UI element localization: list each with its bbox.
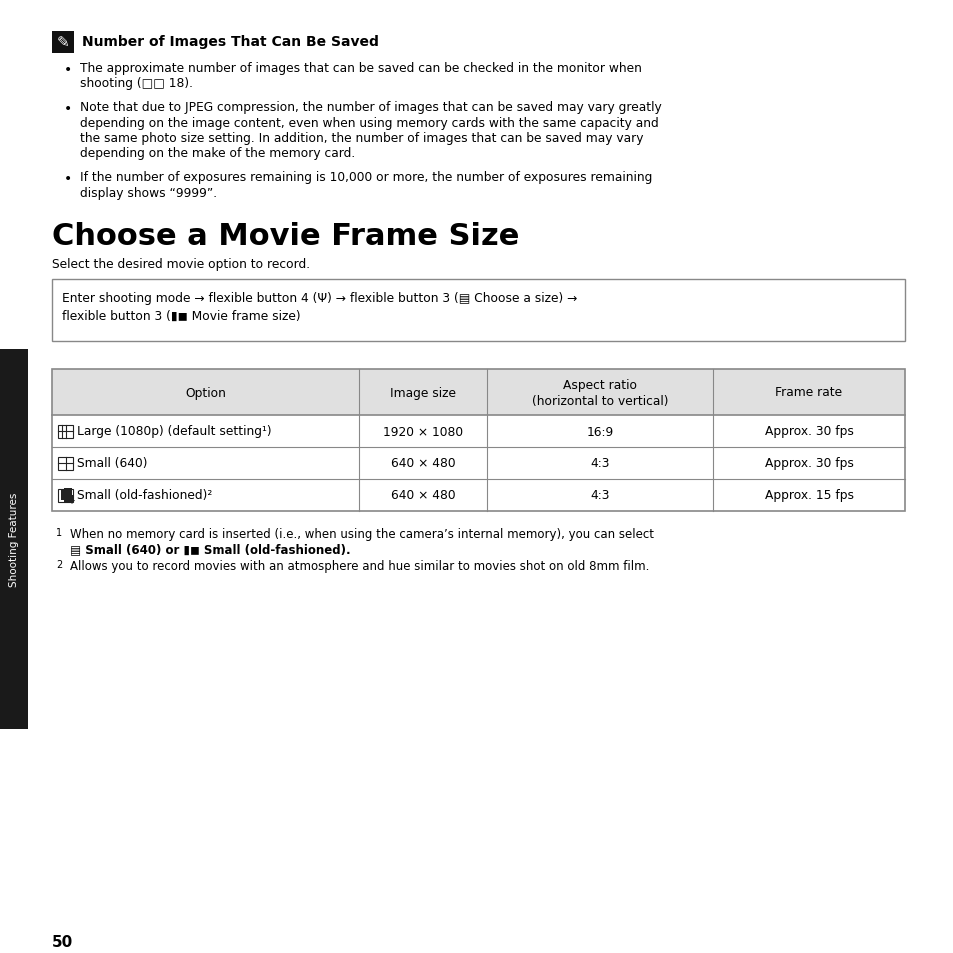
FancyArrow shape xyxy=(69,496,75,504)
Text: 2: 2 xyxy=(56,559,62,569)
Bar xyxy=(52,280,904,341)
Text: Aspect ratio: Aspect ratio xyxy=(562,379,637,392)
Text: •: • xyxy=(64,102,72,116)
Text: 1: 1 xyxy=(56,527,62,537)
Text: Note that due to JPEG compression, the number of images that can be saved may va: Note that due to JPEG compression, the n… xyxy=(80,101,661,113)
Bar xyxy=(58,489,73,502)
Text: The approximate number of images that can be saved can be checked in the monitor: The approximate number of images that ca… xyxy=(80,62,641,75)
Text: Number of Images That Can Be Saved: Number of Images That Can Be Saved xyxy=(82,35,378,49)
Text: Image size: Image size xyxy=(390,386,456,399)
Text: shooting (□□ 18).: shooting (□□ 18). xyxy=(80,77,193,91)
Bar xyxy=(58,457,73,470)
Text: depending on the image content, even when using memory cards with the same capac: depending on the image content, even whe… xyxy=(80,116,659,130)
Bar xyxy=(52,32,74,54)
Text: •: • xyxy=(64,172,72,186)
Text: flexible button 3 (▮◼ Movie frame size): flexible button 3 (▮◼ Movie frame size) xyxy=(62,310,300,323)
Text: Option: Option xyxy=(185,386,226,399)
Text: (horizontal to vertical): (horizontal to vertical) xyxy=(531,395,668,407)
Text: 4:3: 4:3 xyxy=(590,489,609,502)
Bar xyxy=(52,370,904,416)
Text: Allows you to record movies with an atmosphere and hue similar to movies shot on: Allows you to record movies with an atmo… xyxy=(70,559,649,573)
Text: 640 × 480: 640 × 480 xyxy=(391,489,455,502)
Bar xyxy=(61,491,64,500)
Text: Approx. 30 fps: Approx. 30 fps xyxy=(763,425,853,438)
Text: If the number of exposures remaining is 10,000 or more, the number of exposures : If the number of exposures remaining is … xyxy=(80,171,652,184)
Text: Shooting Features: Shooting Features xyxy=(9,493,19,587)
Bar xyxy=(64,489,71,502)
Bar xyxy=(52,370,904,512)
Text: Frame rate: Frame rate xyxy=(775,386,841,399)
Text: When no memory card is inserted (i.e., when using the camera’s internal memory),: When no memory card is inserted (i.e., w… xyxy=(70,527,654,540)
Text: Enter shooting mode → flexible button 4 (Ψ) → flexible button 3 (▤ Choose a size: Enter shooting mode → flexible button 4 … xyxy=(62,292,577,305)
Text: 50: 50 xyxy=(52,934,73,949)
Text: Approx. 30 fps: Approx. 30 fps xyxy=(763,457,853,470)
Text: Approx. 15 fps: Approx. 15 fps xyxy=(763,489,853,502)
Text: depending on the make of the memory card.: depending on the make of the memory card… xyxy=(80,148,355,160)
Text: Choose a Movie Frame Size: Choose a Movie Frame Size xyxy=(52,222,518,251)
Text: ▤ Small (640) or ▮◼ Small (old-fashioned).: ▤ Small (640) or ▮◼ Small (old-fashioned… xyxy=(70,542,351,556)
Text: Small (old-fashioned)²: Small (old-fashioned)² xyxy=(77,489,213,502)
Text: 16:9: 16:9 xyxy=(586,425,613,438)
Text: Small (640): Small (640) xyxy=(77,457,148,470)
Text: 4:3: 4:3 xyxy=(590,457,609,470)
Text: 1920 × 1080: 1920 × 1080 xyxy=(382,425,462,438)
Text: Select the desired movie option to record.: Select the desired movie option to recor… xyxy=(52,257,310,271)
Text: Large (1080p) (default setting¹): Large (1080p) (default setting¹) xyxy=(77,425,272,438)
Text: the same photo size setting. In addition, the number of images that can be saved: the same photo size setting. In addition… xyxy=(80,132,643,145)
Text: 640 × 480: 640 × 480 xyxy=(391,457,455,470)
Bar xyxy=(0,350,28,729)
Text: ✎: ✎ xyxy=(56,35,70,51)
Text: display shows “9999”.: display shows “9999”. xyxy=(80,186,217,199)
Bar xyxy=(58,425,73,438)
Text: •: • xyxy=(64,63,72,77)
